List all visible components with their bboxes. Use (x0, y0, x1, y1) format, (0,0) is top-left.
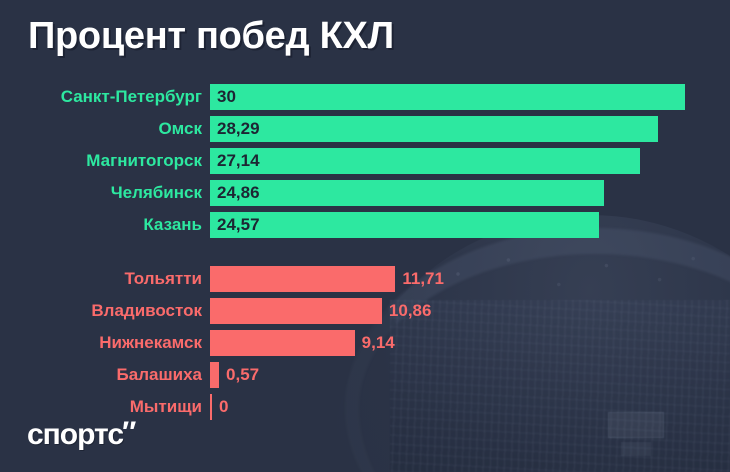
bar-category-label: Тольятти (124, 269, 202, 288)
bar-category-label: Магнитогорск (86, 151, 202, 170)
bar[interactable]: 28,29 (210, 116, 658, 142)
bar-category-label: Мытищи (129, 397, 202, 416)
bar-track: 24,86 (210, 180, 730, 206)
bar-value-label: 11,71 (402, 269, 444, 288)
bar-track: 30 (210, 84, 730, 110)
bar-value-label: 0 (219, 397, 229, 416)
group-separator (0, 244, 730, 266)
bar-track: 28,29 (210, 116, 730, 142)
sports-ru-logo[interactable]: спортс ″ (27, 416, 137, 451)
bar-category-label: Санкт-Петербург (60, 87, 202, 106)
bar-track: 24,57 (210, 212, 730, 238)
bar-value-label: 9,14 (361, 333, 395, 352)
bar-row: Магнитогорск 27,14 (0, 148, 730, 174)
bar-row: Санкт-Петербург 30 (0, 84, 730, 110)
bar-value-label: 0,57 (226, 365, 260, 384)
bar[interactable]: 30 (210, 84, 685, 110)
bar-track: 9,14 (210, 330, 730, 356)
bar-category-label: Омск (158, 119, 202, 138)
bar-row: Нижнекамск 9,14 (0, 330, 730, 356)
bar-row: Челябинск 24,86 (0, 180, 730, 206)
bar[interactable] (210, 266, 396, 292)
bar-value-label: 30 (217, 87, 236, 106)
bar-category-label: Челябинск (110, 183, 202, 202)
bar-chart: Санкт-Петербург 30 Омск 28,29 Магнитогорск 27… (0, 84, 730, 426)
bar-value-label: 27,14 (217, 151, 260, 170)
page-title: Процент побед КХЛ (28, 15, 394, 57)
bar-category-label: Балашиха (116, 365, 202, 384)
bar-track: 10,86 (210, 298, 730, 324)
bar-category-label: Нижнекамск (99, 333, 202, 352)
bar-track: 0,57 (210, 362, 730, 388)
bar[interactable] (210, 362, 220, 388)
bar-group-bottom: Тольятти 11,71 Владивосток 10,86 Нижнекамск 9… (0, 266, 730, 420)
bar-row: Тольятти 11,71 (0, 266, 730, 292)
bar-row: Казань 24,57 (0, 212, 730, 238)
bar-row: Омск 28,29 (0, 116, 730, 142)
bar[interactable] (210, 330, 355, 356)
bar-track: 0 (210, 394, 730, 420)
bar[interactable]: 24,86 (210, 180, 604, 206)
bar[interactable] (210, 394, 212, 420)
bar-row: Владивосток 10,86 (0, 298, 730, 324)
bar[interactable] (210, 298, 382, 324)
logo-wordmark: спортс (27, 418, 124, 451)
bar-value-label: 24,57 (217, 215, 260, 234)
bar-value-label: 24,86 (217, 183, 260, 202)
bar-category-label: Казань (143, 215, 202, 234)
bar-track: 11,71 (210, 266, 730, 292)
bar[interactable]: 24,57 (210, 212, 599, 238)
bar-category-label: Владивосток (91, 301, 202, 320)
bar-row: Мытищи 0 (0, 394, 730, 420)
bar-track: 27,14 (210, 148, 730, 174)
bar-row: Балашиха 0,57 (0, 362, 730, 388)
bar[interactable]: 27,14 (210, 148, 640, 174)
logo-prime-mark-icon: ″ (122, 416, 137, 449)
bar-value-label: 28,29 (217, 119, 260, 138)
bar-group-top: Санкт-Петербург 30 Омск 28,29 Магнитогорск 27… (0, 84, 730, 238)
bar-value-label: 10,86 (388, 301, 432, 320)
